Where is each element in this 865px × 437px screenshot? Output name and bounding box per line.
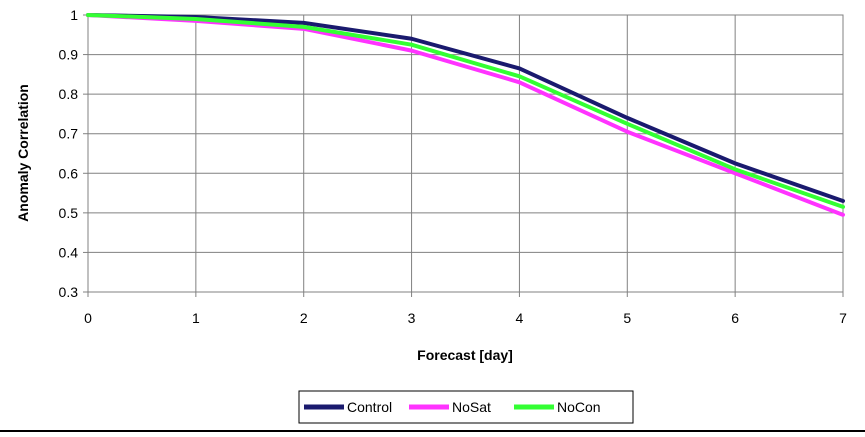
- x-tick-label: 7: [839, 310, 847, 326]
- y-axis-title: Anomaly Correlation: [15, 84, 31, 222]
- axes: [83, 14, 844, 297]
- y-tick-label: 0.5: [59, 205, 79, 221]
- x-tick-label: 0: [84, 310, 92, 326]
- x-tick-label: 4: [516, 310, 524, 326]
- x-tick-label: 1: [192, 310, 200, 326]
- legend-label-control: Control: [347, 399, 392, 415]
- x-tick-label: 3: [408, 310, 416, 326]
- legend-label-nosat: NoSat: [452, 399, 491, 415]
- legend: Control NoSat NoCon: [298, 390, 634, 424]
- series-line-control: [86, 13, 845, 203]
- plot-area: [88, 15, 843, 292]
- y-tick-label: 0.9: [59, 47, 79, 63]
- bottom-rule: [0, 430, 865, 432]
- y-tick-label: 0.4: [59, 244, 79, 260]
- y-tick-label: 1: [70, 7, 78, 23]
- x-tick-label: 2: [300, 310, 308, 326]
- x-tick-label: 6: [731, 310, 739, 326]
- x-tick-label: 5: [623, 310, 631, 326]
- y-tick-label: 0.8: [59, 86, 79, 102]
- x-axis-title: Forecast [day]: [417, 347, 513, 363]
- legend-label-nocon: NoCon: [557, 399, 601, 415]
- y-tick-label: 0.6: [59, 165, 79, 181]
- legend-box: [298, 390, 634, 424]
- y-tick-label: 0.3: [59, 284, 79, 300]
- series-lines: [86, 13, 845, 217]
- legend-entries: Control NoSat NoCon: [304, 399, 601, 415]
- tick-labels: 0.3 0.4 0.5 0.6 0.7 0.8 0.9 1 0 1 2 3 4 5 6 7: [59, 7, 848, 326]
- series-line-nocon: [86, 13, 845, 209]
- y-tick-label: 0.7: [59, 126, 79, 142]
- grid: [87, 14, 844, 293]
